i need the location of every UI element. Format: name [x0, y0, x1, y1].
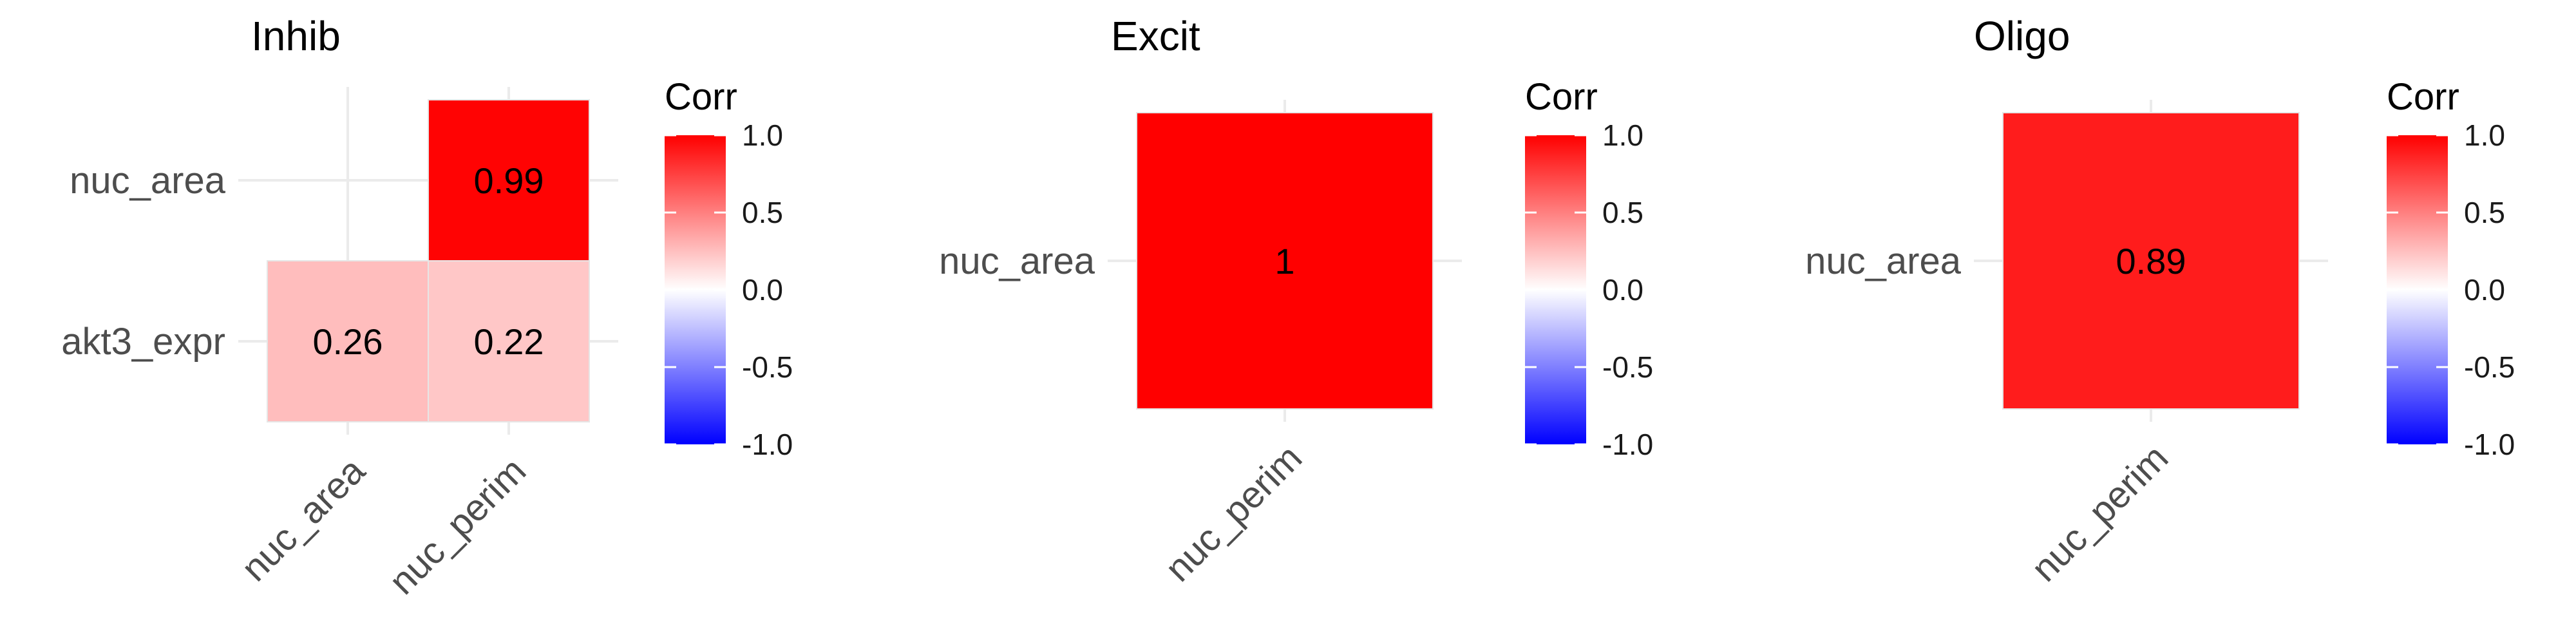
y-tick-label: akt3_expr [61, 321, 225, 363]
panel-title: Excit [1111, 13, 1200, 59]
heatmap-cell [1136, 112, 1434, 410]
legend-tick-label: 0.0 [742, 273, 783, 307]
legend-title: Corr [2387, 76, 2459, 118]
y-tick-label: nuc_area [70, 160, 226, 202]
legend-tick-label: 0.0 [1602, 273, 1643, 307]
cell-value-label: 0.22 [474, 321, 544, 362]
y-tick-label: nuc_area [1805, 240, 1962, 282]
legend-tick-label: -0.5 [1602, 350, 1653, 384]
legend-tick-label: -1.0 [742, 428, 793, 461]
legend-tick-label: 1.0 [2464, 118, 2505, 152]
legend-title: Corr [665, 76, 737, 118]
legend-tick-label: -1.0 [1602, 428, 1653, 461]
legend-tick-label: -0.5 [2464, 350, 2515, 384]
cell-value-label: 0.89 [2116, 241, 2186, 281]
legend-tick-label: 1.0 [742, 118, 783, 152]
x-tick-label: nuc_area [233, 450, 374, 590]
panel-title: Oligo [1974, 13, 2070, 59]
heatmap-cell [428, 260, 590, 422]
legend-tick-label: -1.0 [2464, 428, 2515, 461]
y-tick-label: nuc_area [939, 240, 1095, 282]
legend-tick-label: 0.5 [742, 196, 783, 229]
heatmap-cell [428, 99, 590, 261]
x-tick-label: nuc_perim [1157, 437, 1310, 589]
cell-value-label: 0.99 [474, 160, 544, 201]
legend-tick-label: 0.5 [1602, 196, 1643, 229]
panel-title: Inhib [251, 13, 341, 59]
panel-inhib: Inhib 0.26 0.22 0.99 akt3_expr nuc_area nuc_ar… [61, 13, 793, 603]
legend-tick-label: 0.5 [2464, 196, 2505, 229]
heatmap-cell [2002, 112, 2300, 410]
x-tick-label: nuc_perim [381, 450, 534, 602]
heatmap-cell [267, 260, 429, 422]
cell-value-label: 1 [1274, 241, 1294, 281]
legend-tick-label: 0.0 [2464, 273, 2505, 307]
legend-title: Corr [1525, 76, 1598, 118]
cell-value-label: 0.26 [313, 321, 383, 362]
x-tick-label: nuc_perim [2023, 437, 2176, 589]
legend-tick-label: 1.0 [1602, 118, 1643, 152]
legend-tick-label: -0.5 [742, 350, 793, 384]
